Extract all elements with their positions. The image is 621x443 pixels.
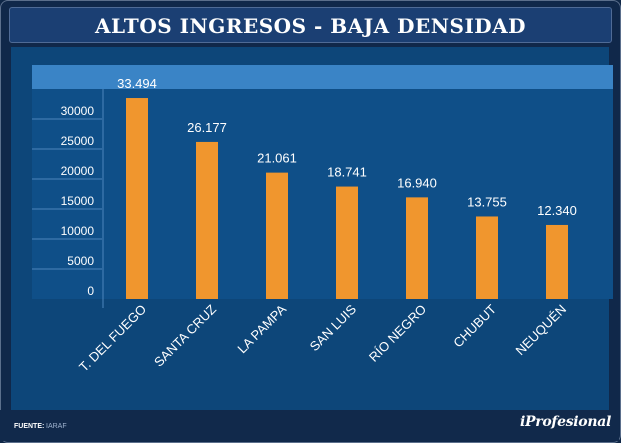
data-label: 12.340 [537, 203, 577, 218]
y-tick-label: 30000 [61, 104, 95, 118]
bar [546, 224, 568, 299]
bar [266, 172, 288, 299]
data-label: 21.061 [257, 151, 297, 166]
x-tick-label: SAN LUIS [307, 301, 360, 354]
source-label: FUENTE: [14, 423, 45, 430]
y-tick-label: 0 [87, 284, 94, 298]
bar-chart: 0 5000 10000 15000 20000 25000 30000 33.494 T. D… [32, 76, 577, 375]
y-tick-label: 5000 [67, 254, 94, 268]
bar [196, 141, 218, 299]
x-tick-label: RÍO NEGRO [366, 302, 429, 365]
x-tick-label: CHUBUT [450, 301, 499, 350]
x-tick-label: LA PAMPA [234, 301, 289, 356]
plot-header-strip [32, 65, 613, 89]
data-label: 16.940 [397, 175, 437, 190]
data-label: 18.741 [327, 165, 367, 180]
data-label: 33.494 [117, 76, 157, 91]
x-tick-label: T. DEL FUEGO [76, 302, 149, 375]
data-label: 13.755 [467, 194, 507, 209]
y-tick-label: 15000 [61, 194, 95, 208]
bar [336, 186, 358, 299]
chart-title: ALTOS INGRESOS - BAJA DENSIDAD [94, 14, 526, 38]
bar [476, 216, 498, 299]
x-tick-label: SANTA CRUZ [151, 301, 219, 369]
y-tick-label: 10000 [61, 224, 95, 238]
footer [0, 410, 619, 441]
data-label: 26.177 [187, 120, 227, 135]
y-tick-label: 20000 [61, 164, 95, 178]
bar [126, 98, 148, 299]
bar [406, 197, 428, 299]
source-value: IARAF [46, 423, 67, 430]
title-bar: ALTOS INGRESOS - BAJA DENSIDAD [9, 7, 612, 43]
brand-logo: iProfesional [520, 414, 611, 430]
y-tick-label: 25000 [61, 134, 95, 148]
x-tick-label: NEUQUÉN [513, 302, 570, 359]
